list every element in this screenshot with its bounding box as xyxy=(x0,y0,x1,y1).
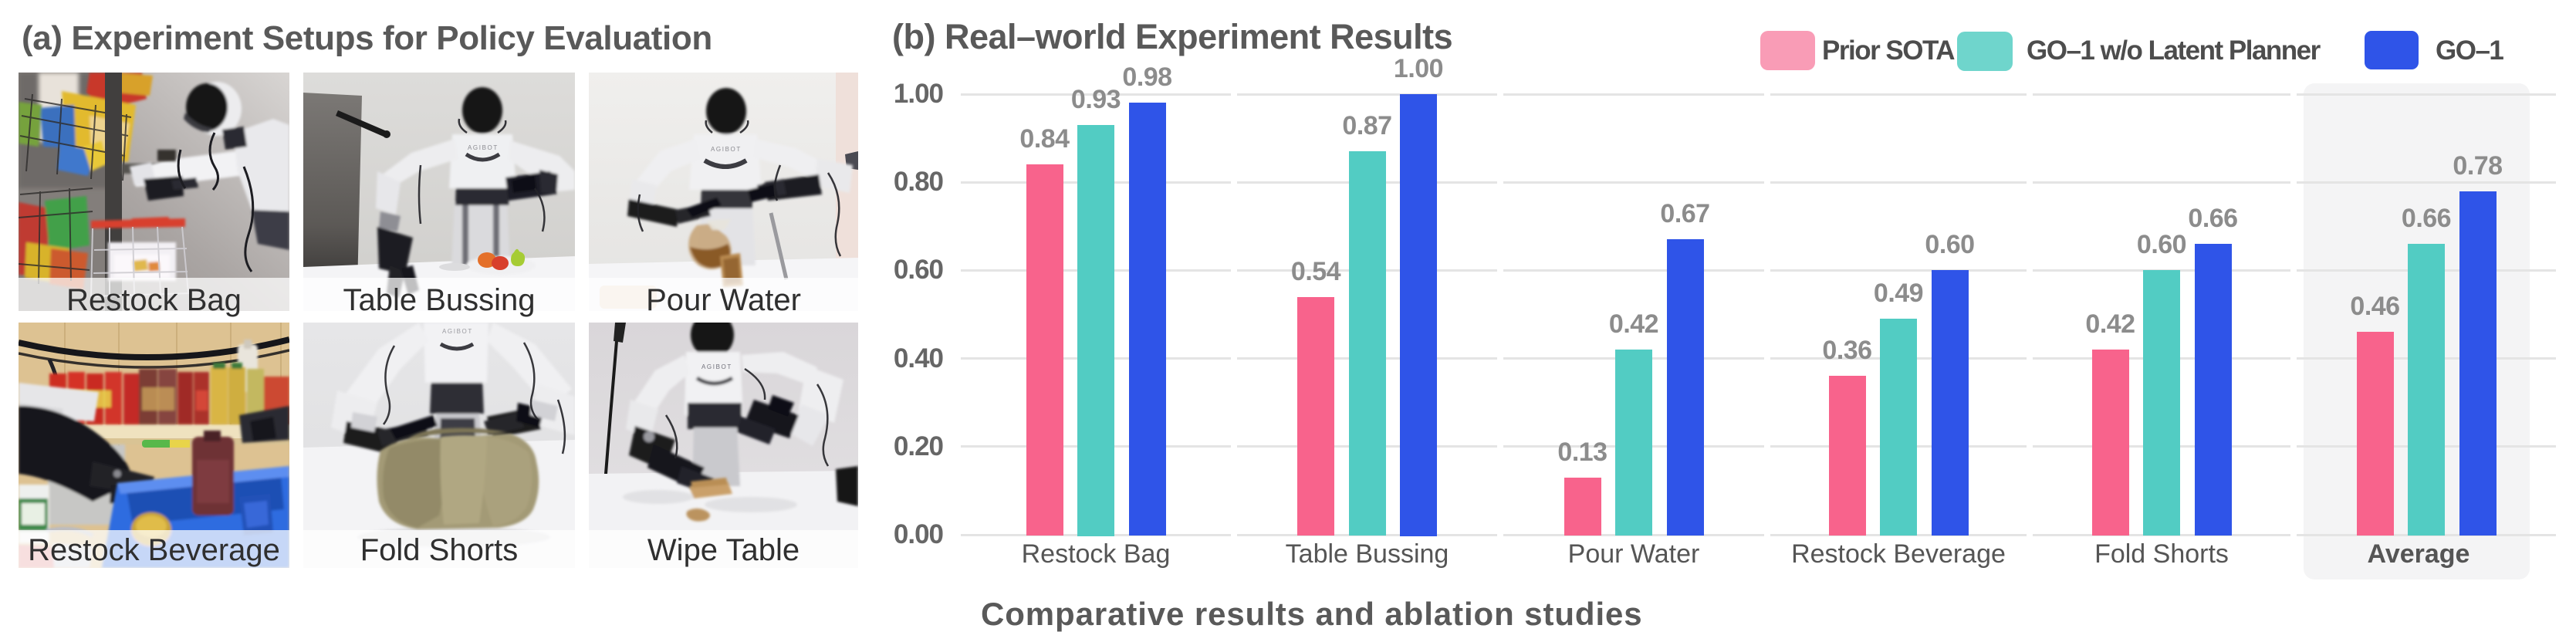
svg-text:AGIBOT: AGIBOT xyxy=(711,146,742,153)
svg-text:AGIBOT: AGIBOT xyxy=(468,144,499,151)
svg-text:AGIBOT: AGIBOT xyxy=(701,363,732,370)
svg-text:AGIBOT: AGIBOT xyxy=(442,328,473,335)
